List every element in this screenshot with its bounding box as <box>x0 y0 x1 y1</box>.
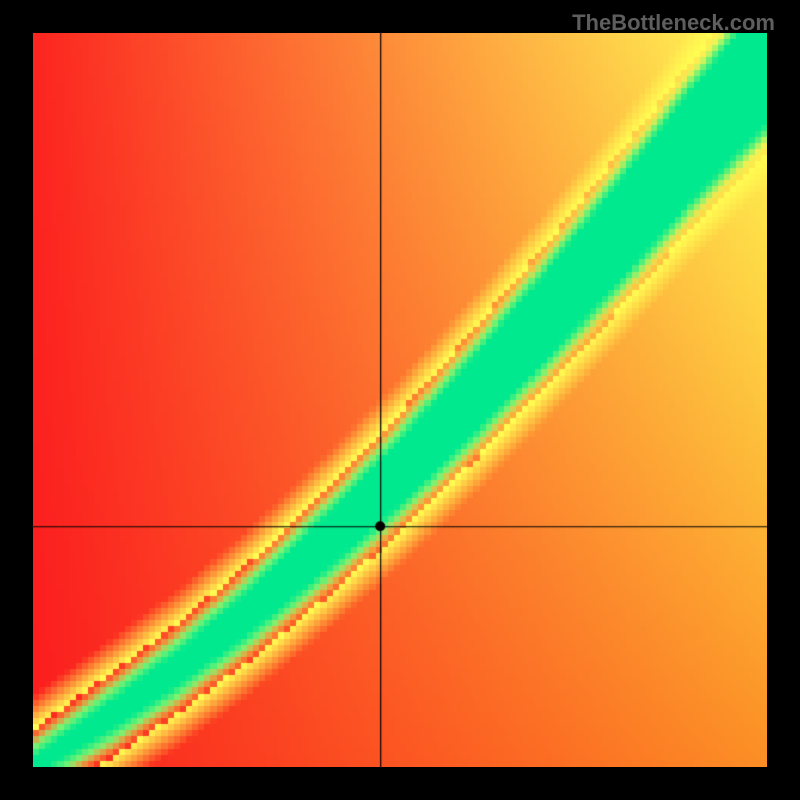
watermark-text: TheBottleneck.com <box>572 10 775 36</box>
chart-container: { "watermark": { "text": "TheBottleneck.… <box>0 0 800 800</box>
bottleneck-heatmap <box>33 33 767 767</box>
